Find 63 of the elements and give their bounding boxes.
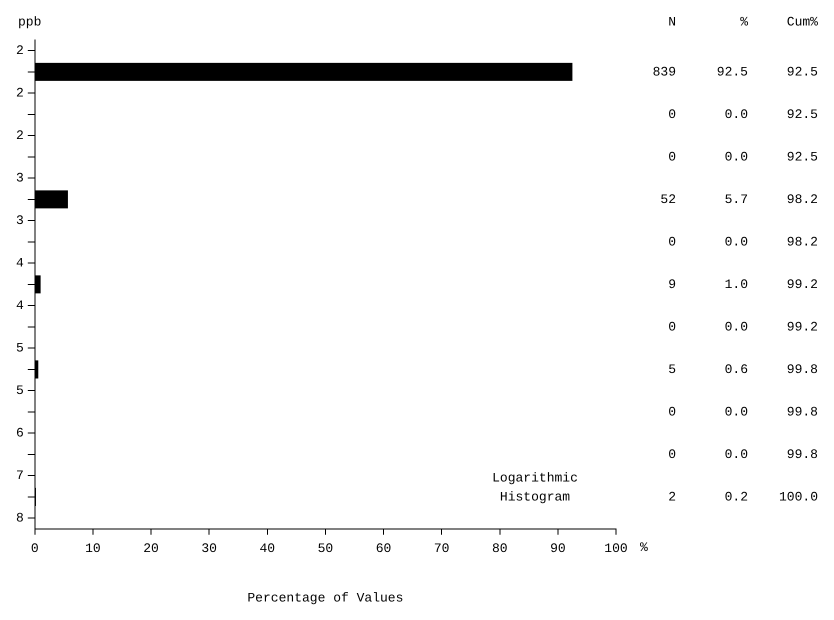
y-tick-label: 2 [16, 128, 24, 144]
text: % [640, 540, 648, 556]
y-tick-label: 2 [16, 43, 24, 58]
y-tick-label: 6 [16, 426, 24, 441]
y-tick-label: 5 [16, 340, 24, 356]
data-label: 0.0 [724, 319, 748, 334]
text: 0 [668, 319, 676, 334]
text: 99.2 [786, 319, 818, 334]
text: 99.8 [786, 404, 818, 420]
data-label: 0.0 [724, 404, 748, 420]
text: 0 [668, 404, 676, 420]
y-tick-label: 5 [16, 383, 24, 398]
text: 99.2 [786, 276, 818, 292]
x-tick-label: 0 [30, 541, 39, 556]
x-tick-label: 80 [492, 541, 508, 556]
text: N [668, 14, 676, 30]
x-tick-label: 30 [201, 541, 217, 556]
text: 839 [652, 64, 676, 80]
data-label: 92.5 [716, 64, 748, 80]
text: 2 [668, 489, 676, 504]
text: 98.2 [786, 192, 818, 207]
data-label: 0.2 [724, 489, 748, 504]
y-tick-label: 3 [16, 213, 24, 228]
x-tick-label: 90 [550, 541, 566, 556]
y-tick-label: 8 [16, 510, 24, 526]
text: 0 [668, 234, 676, 250]
x-tick-label: 20 [143, 541, 159, 556]
data-label: 1.0 [724, 276, 748, 292]
data-label: 0.6 [724, 362, 748, 377]
text: 0 [668, 446, 676, 462]
text: % [740, 14, 748, 30]
text: 100.0 [778, 489, 818, 504]
x-tick-label: 10 [85, 541, 101, 556]
text: 98.2 [786, 234, 818, 250]
y-tick-label: 4 [16, 256, 24, 271]
text: 5 [668, 362, 676, 377]
text: 99.8 [786, 446, 818, 462]
text: 9 [668, 276, 676, 292]
text: 0 [668, 149, 676, 164]
text: 92.5 [786, 106, 818, 122]
text: 99.8 [786, 362, 818, 377]
data-label: 0.0 [724, 234, 748, 250]
x-tick-label: 40 [259, 541, 276, 556]
annotation: Logarithmic Histogram [492, 470, 578, 504]
data-label: 0.0 [724, 106, 748, 122]
y-tick-label: 2 [16, 86, 24, 101]
y-tick-label: 7 [16, 468, 24, 484]
text: 92.5 [786, 149, 818, 164]
text: Cum% [786, 14, 818, 30]
x-axis-title: Percentage of Values [247, 590, 404, 606]
y-tick-label: 4 [16, 298, 24, 314]
x-tick-label: 70 [434, 541, 450, 556]
data-label: 0.0 [724, 446, 748, 462]
data-label: 0.0 [724, 149, 748, 164]
text: 92.5 [786, 64, 818, 80]
text: 52 [660, 192, 676, 207]
text: 0 [668, 106, 676, 122]
data-label: 5.7 [724, 192, 748, 207]
x-tick-label: 60 [376, 541, 392, 556]
y-axis-title: ppb [18, 14, 42, 30]
y-tick-label: 3 [16, 170, 24, 186]
x-tick-label: 100 [604, 541, 628, 556]
x-tick-label: 50 [318, 541, 334, 556]
